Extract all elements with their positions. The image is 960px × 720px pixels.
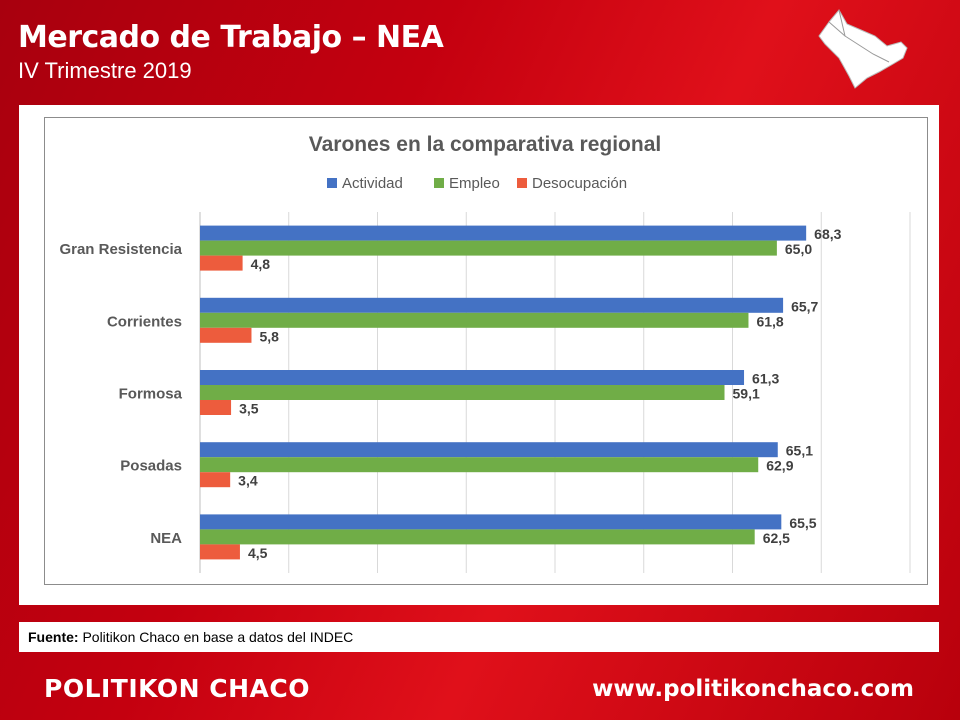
chart-categories: Gran Resistencia Corrientes Formosa Posadas… — [59, 241, 182, 547]
legend-swatch — [327, 178, 337, 188]
source-note: Fuente: Politikon Chaco en base a datos … — [19, 622, 939, 652]
source-text: Politikon Chaco en base a datos del INDE… — [78, 629, 354, 645]
bar — [200, 370, 745, 385]
chart-bars: 68,365,04,865,761,85,861,359,13,565,162,… — [200, 225, 842, 561]
page-subtitle: IV Trimestre 2019 — [18, 58, 192, 83]
data-label: 4,5 — [248, 545, 268, 561]
data-label: 62,5 — [763, 530, 790, 546]
nea-region-map-icon — [818, 9, 908, 89]
bar — [200, 312, 749, 328]
data-label: 68,3 — [814, 226, 841, 242]
legend-label: Desocupación — [532, 175, 627, 192]
bar — [200, 457, 759, 473]
data-label: 65,0 — [785, 241, 812, 257]
bar — [200, 529, 755, 545]
data-label: 61,8 — [756, 313, 783, 329]
category-label: Posadas — [120, 458, 182, 475]
chart-legend: Actividad Empleo Desocupación — [327, 175, 627, 192]
bar — [200, 472, 231, 488]
data-label: 3,4 — [238, 473, 258, 489]
data-label: 4,8 — [251, 256, 271, 272]
category-label: Formosa — [119, 386, 183, 403]
legend-swatch — [517, 178, 527, 188]
category-label: NEA — [150, 530, 182, 547]
bar — [200, 327, 252, 343]
category-label: Corrientes — [107, 313, 182, 330]
bar — [200, 297, 784, 313]
chart-frame — [44, 117, 928, 585]
data-label: 61,3 — [752, 371, 779, 387]
website-link[interactable]: www.politikonchaco.com — [592, 676, 914, 702]
data-label: 3,5 — [239, 401, 259, 417]
bar — [200, 544, 240, 560]
data-label: 65,5 — [789, 515, 816, 531]
page-title: Mercado de Trabajo – NEA — [18, 20, 444, 55]
bar — [200, 255, 243, 271]
legend-label: Empleo — [449, 175, 500, 192]
legend-label: Actividad — [342, 175, 403, 192]
brand-name: POLITIKON CHACO — [44, 674, 311, 703]
data-label: 65,7 — [791, 298, 818, 314]
data-label: 59,1 — [733, 386, 760, 402]
bar — [200, 514, 782, 530]
data-label: 62,9 — [766, 458, 793, 474]
data-label: 5,8 — [259, 328, 279, 344]
source-label: Fuente: — [28, 629, 79, 645]
legend-swatch — [434, 178, 444, 188]
bar — [200, 225, 807, 241]
bar — [200, 240, 777, 256]
bar — [200, 400, 232, 415]
bar — [200, 385, 725, 400]
data-label: 65,1 — [786, 443, 813, 459]
bar — [200, 442, 778, 458]
bar-chart: Varones en la comparativa regional Activ… — [59, 133, 911, 573]
chart-title: Varones en la comparativa regional — [309, 133, 661, 156]
category-label: Gran Resistencia — [59, 241, 182, 258]
